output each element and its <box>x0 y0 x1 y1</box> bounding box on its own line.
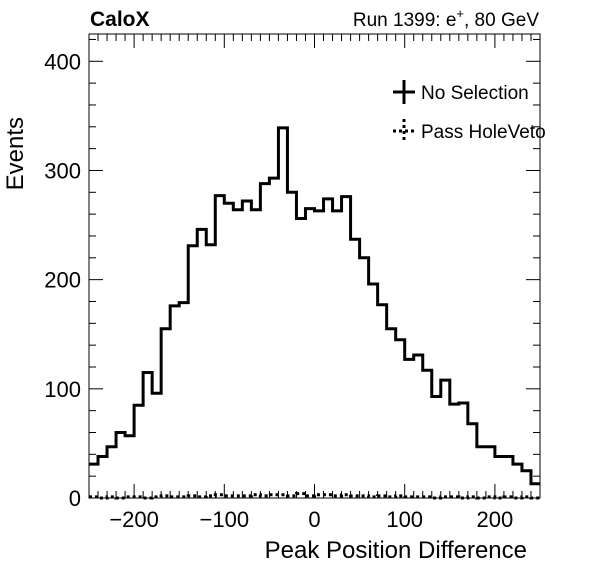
y-tick-label: 200 <box>44 268 81 293</box>
legend-label-pass-holeveto: Pass HoleVeto <box>421 122 546 143</box>
x-tick-label: 0 <box>308 507 320 532</box>
histogram-series <box>89 126 540 500</box>
run-label-prefix: Run 1399: e <box>353 10 457 31</box>
legend-entry-pass-holeveto: Pass HoleVeto <box>393 119 546 143</box>
run-label-superscript: + <box>456 6 464 21</box>
axis-ticks <box>88 34 541 499</box>
experiment-label: CaloX <box>90 8 150 31</box>
tick-labels: −200 −100 0 100 200 0 100 200 300 400 <box>44 49 513 532</box>
series-pass-holeveto <box>89 492 540 500</box>
x-tick-label: 100 <box>386 507 423 532</box>
x-tick-label: −100 <box>200 507 250 532</box>
y-tick-label: 0 <box>69 486 81 511</box>
legend: No Selection Pass HoleVeto <box>393 80 546 143</box>
series-no-selection <box>89 126 540 486</box>
x-tick-label: 200 <box>477 507 514 532</box>
y-tick-label: 400 <box>44 49 81 74</box>
x-tick-label: −200 <box>109 507 159 532</box>
y-tick-label: 100 <box>44 377 81 402</box>
y-tick-label: 300 <box>44 158 81 183</box>
x-axis-title: Peak Position Difference <box>265 537 527 564</box>
run-label: Run 1399: e+, 80 GeV <box>353 6 539 31</box>
legend-label-no-selection: No Selection <box>421 83 529 104</box>
run-label-suffix: , 80 GeV <box>464 10 539 31</box>
legend-entry-no-selection: No Selection <box>393 80 529 104</box>
y-axis-title: Events <box>2 117 29 190</box>
